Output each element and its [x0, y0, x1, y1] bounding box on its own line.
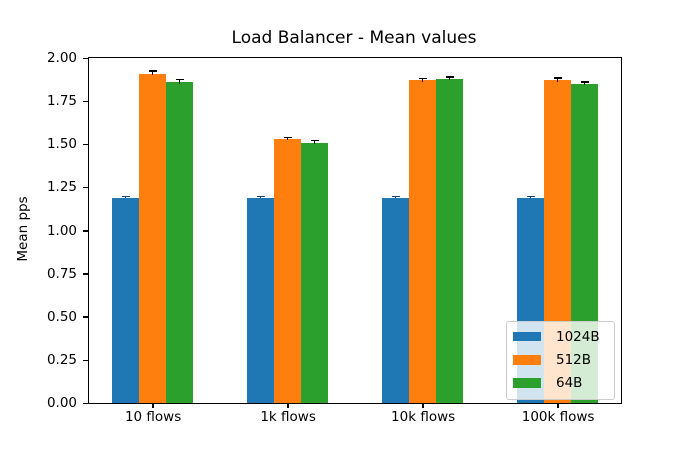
error-bar-512B-1k-flows — [283, 136, 292, 140]
y-tick-label: 1.25 — [46, 179, 77, 196]
y-tick-label: 1.00 — [46, 222, 77, 239]
bar-512B-10k-flows — [409, 80, 437, 403]
legend-item-512B: 512B — [507, 348, 614, 371]
y-tick-label: 0.00 — [46, 395, 77, 411]
legend: 1024B 512B 64B — [506, 321, 615, 400]
legend-swatch-512B — [513, 355, 541, 365]
x-tick-mark — [287, 403, 289, 408]
error-bar-512B-100k-flows — [553, 77, 562, 82]
x-tick-mark — [422, 403, 424, 408]
y-tick-label: 1.50 — [46, 136, 77, 153]
error-bar-512B-10-flows — [148, 70, 157, 76]
y-tick-label: 0.25 — [46, 351, 77, 368]
bar-64B-10k-flows — [436, 78, 464, 403]
x-tick-label-10-flows: 10 flows — [124, 409, 182, 425]
error-bar-1024B-10k-flows — [391, 195, 400, 199]
y-tick-mark — [83, 187, 88, 189]
error-bar-64B-1k-flows — [310, 139, 319, 144]
error-bar-1024B-10-flows — [121, 195, 130, 199]
bar-512B-10-flows — [139, 73, 167, 403]
x-tick-mark — [152, 403, 154, 408]
error-bar-1024B-100k-flows — [526, 195, 535, 199]
legend-swatch-1024B — [513, 331, 541, 342]
bar-64B-10-flows — [166, 82, 194, 403]
bar-1024B-10k-flows — [382, 197, 410, 403]
legend-label: 1024B — [556, 328, 600, 345]
plot-area — [88, 57, 622, 404]
x-tick-label-10k-flows: 10k flows — [391, 409, 456, 425]
x-tick-label-1k-flows: 1k flows — [260, 409, 316, 425]
legend-swatch-64B — [513, 378, 541, 388]
bar-512B-1k-flows — [274, 139, 302, 403]
error-bar-64B-100k-flows — [580, 81, 589, 86]
y-tick-label: 2.00 — [46, 50, 77, 66]
bar-1024B-1k-flows — [247, 197, 275, 403]
error-bar-64B-10k-flows — [445, 76, 454, 80]
y-tick-mark — [83, 143, 88, 146]
chart-title: Load Balancer - Mean values — [231, 28, 477, 48]
y-tick-mark — [83, 316, 88, 318]
legend-item-1024B: 1024B — [507, 325, 614, 348]
y-tick-label: 0.50 — [46, 308, 77, 325]
x-tick-label-100k-flows: 100k flows — [521, 409, 595, 425]
bar-1024B-10-flows — [112, 197, 140, 403]
y-tick-mark — [83, 230, 88, 232]
y-tick-label: 1.75 — [46, 93, 77, 110]
error-bar-1024B-1k-flows — [256, 195, 265, 199]
error-bar-512B-10k-flows — [418, 77, 427, 82]
y-tick-mark — [83, 359, 88, 361]
legend-label: 64B — [556, 375, 583, 392]
y-tick-mark — [83, 402, 88, 405]
y-tick-mark — [83, 100, 88, 103]
y-tick-mark — [83, 273, 88, 275]
legend-label: 512B — [556, 351, 592, 368]
x-tick-mark — [557, 403, 559, 408]
y-tick-label: 0.75 — [46, 265, 77, 282]
error-bar-64B-10-flows — [175, 78, 184, 85]
legend-item-64B: 64B — [507, 372, 614, 395]
y-tick-mark — [83, 57, 88, 60]
bar-64B-1k-flows — [301, 142, 329, 403]
